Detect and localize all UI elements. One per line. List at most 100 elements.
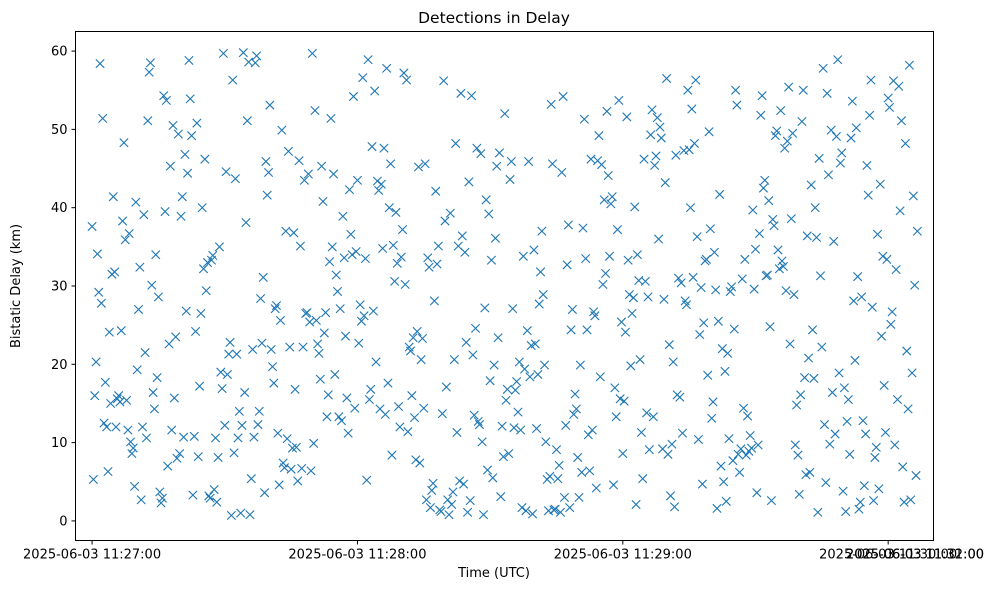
data-point [245, 510, 255, 520]
data-point [391, 207, 401, 217]
data-point [886, 319, 896, 329]
data-point [550, 504, 560, 514]
data-point [459, 479, 469, 489]
data-point [128, 443, 138, 453]
data-point [522, 326, 532, 336]
data-point [692, 232, 702, 242]
data-point [789, 290, 799, 300]
data-point [535, 267, 546, 277]
data-point [838, 486, 848, 496]
data-point [151, 250, 161, 260]
data-point [141, 433, 152, 443]
data-point [90, 391, 100, 401]
data-point [699, 318, 709, 328]
data-point [140, 347, 150, 358]
data-point [551, 445, 562, 455]
data-point [839, 383, 849, 393]
data-point [271, 300, 282, 311]
data-point [448, 487, 458, 497]
data-point [896, 116, 907, 126]
data-point [818, 63, 828, 73]
data-point [444, 510, 454, 520]
data-point [253, 420, 263, 430]
data-point [371, 357, 381, 367]
data-point [668, 357, 678, 367]
data-point [891, 264, 901, 275]
data-point [322, 412, 332, 422]
data-point [224, 349, 234, 359]
data-point [778, 261, 788, 272]
data-point [133, 304, 144, 315]
data-point [855, 497, 865, 507]
data-point [764, 196, 774, 206]
data-point [647, 105, 657, 115]
data-point [758, 183, 769, 193]
data-point [470, 323, 481, 333]
data-point [318, 196, 328, 207]
data-point [364, 394, 374, 405]
data-point [358, 73, 368, 83]
data-point [502, 384, 512, 394]
data-point [294, 156, 304, 166]
data-point [210, 433, 221, 443]
data-point [742, 411, 753, 421]
data-point [319, 328, 329, 338]
data-point [370, 86, 380, 96]
data-point [630, 202, 640, 212]
data-point [334, 412, 344, 422]
data-point [829, 236, 839, 246]
data-point [359, 311, 369, 321]
data-point [118, 216, 128, 226]
data-point [111, 422, 121, 432]
data-point [367, 142, 377, 152]
data-point [152, 373, 162, 383]
data-point [384, 203, 394, 213]
data-point [490, 233, 501, 243]
data-point [488, 473, 498, 483]
data-point [689, 138, 700, 149]
data-point [554, 460, 564, 470]
data-point [441, 382, 451, 392]
data-point [719, 477, 729, 487]
data-point [431, 186, 441, 196]
data-point [788, 128, 798, 138]
plot-area [75, 31, 934, 541]
data-point [545, 471, 555, 481]
data-point [627, 308, 637, 318]
data-point [428, 478, 438, 488]
data-point [368, 306, 378, 316]
data-point [571, 404, 581, 414]
data-point [136, 495, 146, 505]
data-point [466, 91, 477, 101]
data-point [254, 406, 264, 416]
data-point [559, 492, 570, 503]
data-point [376, 179, 386, 189]
data-point [875, 179, 885, 189]
data-point [671, 150, 681, 160]
data-point [230, 174, 240, 184]
data-point [273, 428, 283, 438]
data-point [851, 123, 861, 133]
data-point [628, 293, 639, 303]
data-point [500, 109, 510, 119]
data-point [814, 153, 824, 163]
data-point [517, 503, 527, 513]
data-point [317, 161, 327, 171]
data-point [179, 432, 189, 442]
data-point [846, 133, 856, 143]
data-point [399, 68, 409, 78]
data-point [229, 448, 239, 458]
data-point [110, 267, 120, 277]
data-point [99, 418, 109, 428]
data-point [489, 360, 499, 370]
data-point [591, 483, 601, 493]
data-point [132, 365, 142, 375]
data-point [892, 394, 903, 405]
data-point [776, 106, 786, 116]
data-point [849, 296, 859, 306]
data-point [908, 191, 918, 201]
data-point [850, 355, 860, 365]
data-point [675, 392, 685, 402]
data-point [807, 325, 818, 335]
